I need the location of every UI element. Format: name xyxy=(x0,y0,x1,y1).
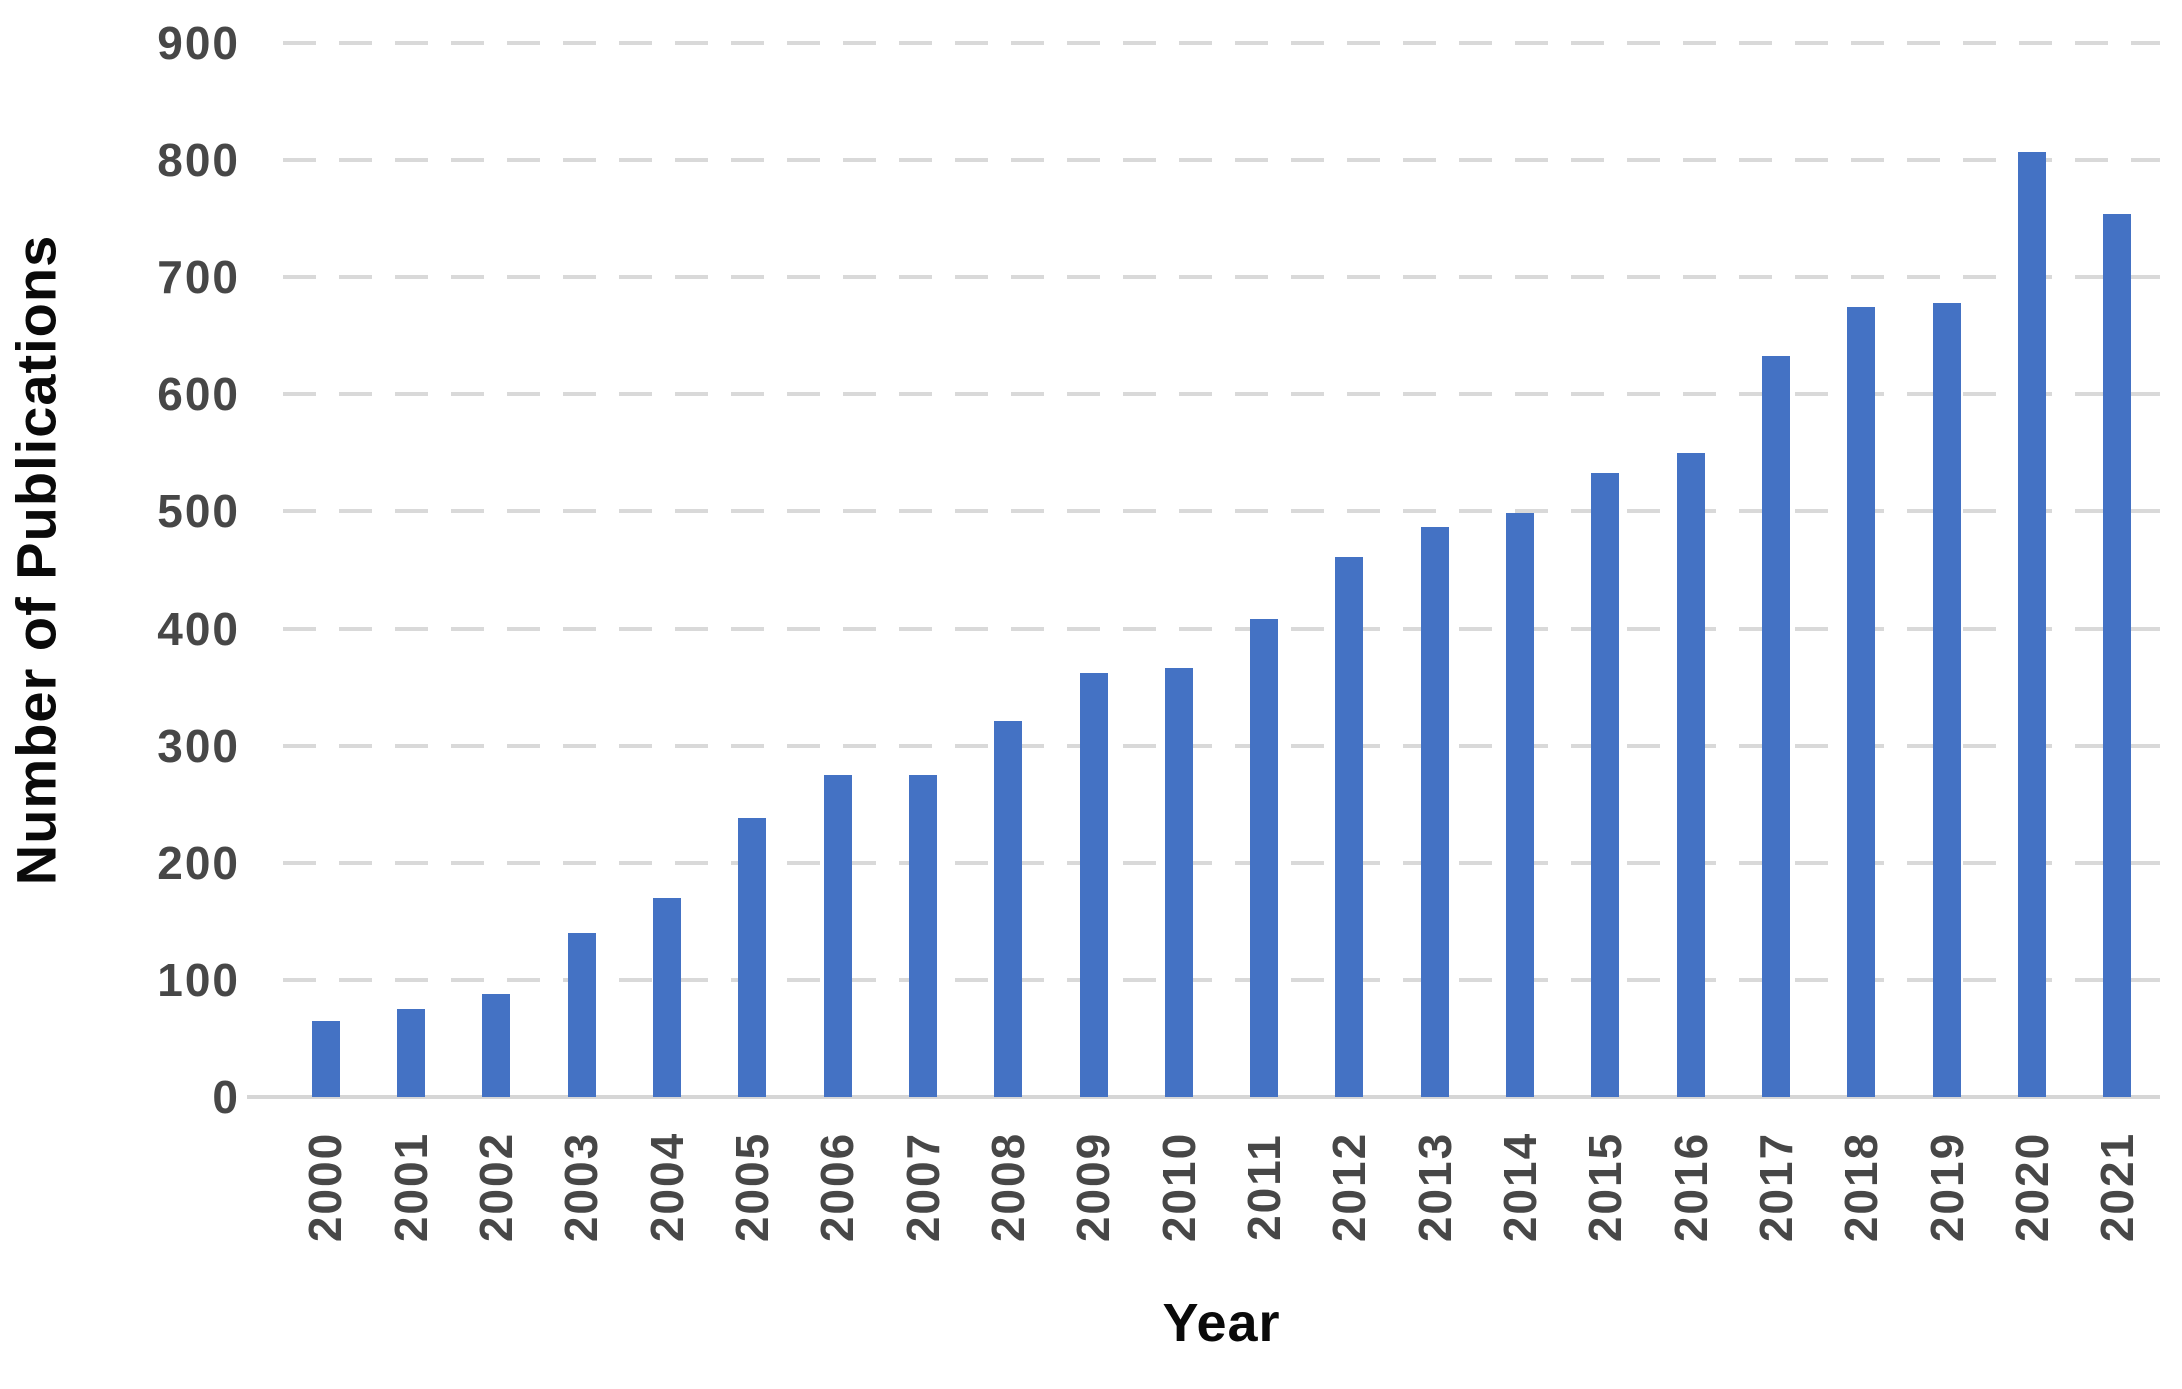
bar-2014 xyxy=(1506,512,1535,1097)
x-axis-title: Year xyxy=(1162,1293,1281,1353)
bar-2006 xyxy=(823,774,852,1097)
x-tick-2020: 2020 xyxy=(2000,1108,2064,1266)
bar-2007 xyxy=(908,774,937,1097)
bar-2013 xyxy=(1420,526,1449,1097)
gridline-600 xyxy=(283,392,2160,397)
x-tick-label-2014: 2014 xyxy=(1494,1131,1547,1243)
bar-2015 xyxy=(1591,472,1620,1097)
x-tick-label-2006: 2006 xyxy=(811,1131,864,1243)
x-tick-2017: 2017 xyxy=(1744,1108,1808,1266)
x-tick-label-2020: 2020 xyxy=(2006,1131,2059,1243)
x-axis-ticks: 2000 2001 2002 2003 2004 2005 2006 2007 2008 2009… xyxy=(283,1108,2160,1268)
x-tick-2012: 2012 xyxy=(1317,1108,1381,1266)
y-tick-label-500: 500 xyxy=(157,485,240,538)
bar-2019 xyxy=(1932,303,1961,1097)
x-tick-2003: 2003 xyxy=(550,1108,614,1266)
x-tick-label-2018: 2018 xyxy=(1835,1131,1888,1243)
gridline-400 xyxy=(283,626,2160,631)
x-tick-label-2016: 2016 xyxy=(1664,1131,1717,1243)
x-tick-2009: 2009 xyxy=(1062,1108,1126,1266)
bar-2008 xyxy=(994,721,1023,1097)
y-tick-label-200: 200 xyxy=(157,836,240,889)
x-tick-label-2011: 2011 xyxy=(1238,1133,1291,1241)
x-tick-label-2021: 2021 xyxy=(2091,1131,2144,1243)
x-tick-label-2001: 2001 xyxy=(384,1131,437,1243)
x-tick-label-2004: 2004 xyxy=(640,1131,693,1243)
x-tick-2021: 2021 xyxy=(2085,1108,2149,1266)
x-tick-2004: 2004 xyxy=(635,1108,699,1266)
x-tick-2002: 2002 xyxy=(464,1108,528,1266)
bar-2000 xyxy=(311,1020,340,1097)
x-tick-label-2019: 2019 xyxy=(1920,1131,1973,1243)
gridline-700 xyxy=(283,275,2160,280)
x-tick-2018: 2018 xyxy=(1829,1108,1893,1266)
x-tick-label-2002: 2002 xyxy=(470,1131,523,1243)
x-tick-label-2000: 2000 xyxy=(299,1131,352,1243)
x-tick-label-2003: 2003 xyxy=(555,1131,608,1243)
x-tick-2011: 2011 xyxy=(1232,1108,1296,1266)
gridline-200 xyxy=(283,860,2160,865)
x-tick-2006: 2006 xyxy=(806,1108,870,1266)
y-tick-label-600: 600 xyxy=(157,368,240,421)
x-tick-label-2008: 2008 xyxy=(982,1131,1035,1243)
bar-2018 xyxy=(1847,306,1876,1097)
x-tick-2005: 2005 xyxy=(720,1108,784,1266)
x-tick-2019: 2019 xyxy=(1915,1108,1979,1266)
x-tick-2016: 2016 xyxy=(1659,1108,1723,1266)
y-tick-label-0: 0 xyxy=(212,1071,240,1123)
bar-2011 xyxy=(1250,619,1279,1097)
y-tick-label-800: 800 xyxy=(157,134,240,187)
x-tick-2014: 2014 xyxy=(1488,1108,1552,1266)
bar-2009 xyxy=(1079,673,1108,1097)
x-tick-2001: 2001 xyxy=(379,1108,443,1266)
gridline-800 xyxy=(283,158,2160,163)
gridline-300 xyxy=(283,743,2160,748)
bar-2016 xyxy=(1676,452,1705,1097)
bar-2005 xyxy=(738,818,767,1097)
bar-2012 xyxy=(1335,557,1364,1097)
bar-2021 xyxy=(2103,213,2132,1097)
gridline-900 xyxy=(283,41,2160,45)
y-tick-label-300: 300 xyxy=(157,719,240,772)
x-tick-2008: 2008 xyxy=(976,1108,1040,1266)
x-tick-label-2017: 2017 xyxy=(1750,1131,1803,1243)
gridline-100 xyxy=(283,977,2160,982)
y-tick-label-100: 100 xyxy=(157,953,240,1006)
y-tick-label-700: 700 xyxy=(157,251,240,304)
x-tick-2010: 2010 xyxy=(1147,1108,1211,1266)
bar-2002 xyxy=(482,993,511,1097)
bar-2010 xyxy=(1164,668,1193,1097)
plot-area xyxy=(247,41,2160,1099)
x-tick-label-2010: 2010 xyxy=(1152,1131,1205,1243)
x-tick-label-2007: 2007 xyxy=(896,1131,949,1243)
x-axis-baseline xyxy=(247,1095,2160,1099)
y-tick-label-900: 900 xyxy=(157,17,240,69)
x-tick-2000: 2000 xyxy=(294,1108,358,1266)
bar-2003 xyxy=(567,933,596,1097)
x-tick-label-2015: 2015 xyxy=(1579,1131,1632,1243)
x-tick-label-2012: 2012 xyxy=(1323,1131,1376,1243)
bar-2004 xyxy=(652,897,681,1097)
x-tick-label-2005: 2005 xyxy=(726,1131,779,1243)
bar-2020 xyxy=(2018,151,2047,1097)
bar-2001 xyxy=(396,1009,425,1097)
x-tick-2015: 2015 xyxy=(1573,1108,1637,1266)
y-tick-label-400: 400 xyxy=(157,602,240,655)
x-tick-label-2009: 2009 xyxy=(1067,1131,1120,1243)
x-tick-2013: 2013 xyxy=(1403,1108,1467,1266)
gridline-500 xyxy=(283,509,2160,514)
x-tick-label-2013: 2013 xyxy=(1408,1131,1461,1243)
y-axis-ticks: 0 100 200 300 400 500 600 700 800 900 xyxy=(0,0,240,1389)
x-tick-2007: 2007 xyxy=(891,1108,955,1266)
bar-2017 xyxy=(1762,355,1791,1097)
